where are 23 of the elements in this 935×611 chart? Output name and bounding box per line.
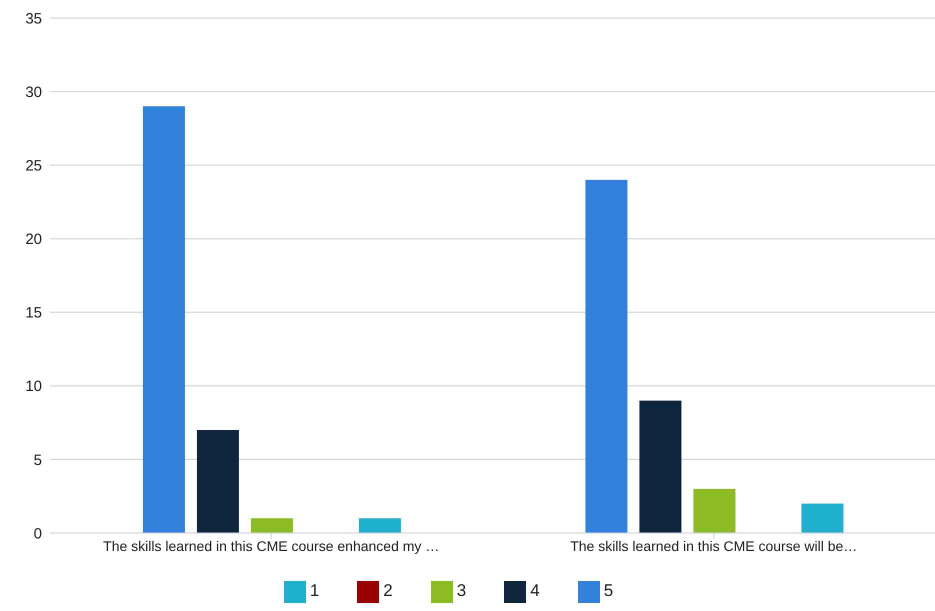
bar xyxy=(801,504,844,533)
y-tick-label: 30 xyxy=(25,84,42,101)
x-tick-label: The skills learned in this CME course enhanced my … xyxy=(103,538,440,554)
legend-label: 4 xyxy=(530,581,540,600)
legend-label: 2 xyxy=(383,581,393,600)
x-tick-label: The skills learned in this CME course will be… xyxy=(570,538,858,554)
bar xyxy=(693,488,736,533)
legend-label: 3 xyxy=(456,581,466,600)
bar xyxy=(358,518,401,533)
bar xyxy=(639,400,682,533)
y-tick-label: 15 xyxy=(25,304,42,322)
y-tick-label: 35 xyxy=(25,10,42,28)
bar xyxy=(585,180,628,533)
bar xyxy=(250,518,293,533)
y-tick-label: 0 xyxy=(34,525,42,542)
legend-label: 1 xyxy=(310,581,320,600)
y-tick-label: 20 xyxy=(25,231,42,248)
y-tick-label: 25 xyxy=(25,157,42,174)
legend-label: 5 xyxy=(604,581,614,600)
y-tick-label: 10 xyxy=(25,378,42,396)
bar xyxy=(142,106,185,533)
bar xyxy=(196,430,239,533)
y-tick-label: 5 xyxy=(34,452,42,469)
